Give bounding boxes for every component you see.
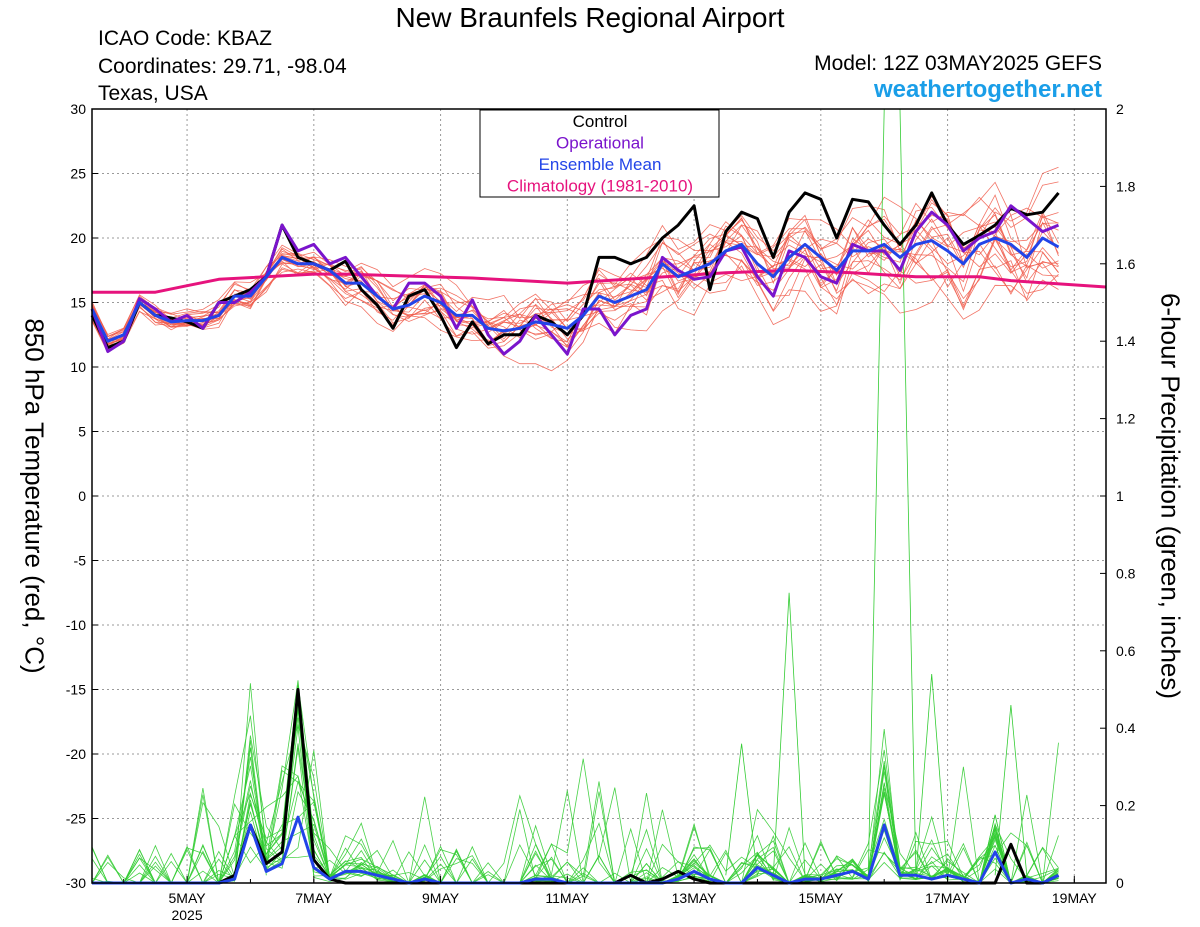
member-precipitation-spike [867,108,917,876]
y-tick-label-right: 0.4 [1116,720,1136,736]
y-tick-label-right: 0 [1116,875,1124,891]
member-precipitation-spike [772,592,806,876]
y-tick-label-left: -5 [74,553,87,569]
y-tick-label-left: -10 [66,617,86,633]
x-tick-label: 19MAY [1052,890,1098,906]
member-temperature-line [91,181,1059,352]
y-tick-label-left: 0 [78,488,86,504]
y-tick-label-right: 1.2 [1116,411,1136,427]
control-temperature-line [90,191,1060,350]
y-tick-label-left: -15 [66,682,86,698]
member-precipitation-spike [915,673,948,876]
climatology-1981-2010-temperature-line [92,268,1107,294]
y-tick-label-left: 30 [70,101,86,117]
site-name: weathertogether.net [873,76,1102,103]
grid-lines [92,109,1106,883]
x-tick-label: 15MAY [798,890,844,906]
y-tick-label-right: 0.2 [1116,798,1136,814]
y-tick-label-left: -30 [66,875,86,891]
member-precipitation-spike [994,704,1028,876]
member-precipitation-line [92,715,1059,885]
y-tick-label-left: 15 [70,295,86,311]
x-tick-label: 9MAY [422,890,460,906]
y-tick-label-right: 1.4 [1116,333,1136,349]
x-tick-label: 17MAY [925,890,971,906]
operational-temperature-line [90,204,1060,356]
region: Texas, USA [98,82,208,105]
legend-entry: Control [573,112,628,131]
ensemble-mean-temperature-line [90,236,1060,343]
y-axis-label-left: 850 hPa Temperature (red, °C) [19,318,50,674]
member-precipitation-spike [725,743,758,876]
x-tick-label: 11MAY [545,890,589,906]
ensemble-members-temperature [91,166,1059,372]
y-tick-label-right: 2 [1116,101,1124,117]
icao-code: ICAO Code: KBAZ [98,27,272,50]
x-tick-label: 7MAY [295,890,333,906]
legend-entry: Operational [556,134,644,153]
member-precipitation-spike [234,747,267,876]
y-tick-label-right: 1.6 [1116,256,1136,272]
y-tick-label-left: 5 [78,424,86,440]
legend-entry: Climatology (1981-2010) [507,177,693,196]
coordinates: Coordinates: 29.71, -98.04 [98,55,347,78]
main-series [90,191,1107,885]
y-tick-label-left: 25 [70,166,86,182]
model-run: Model: 12Z 03MAY2025 GEFS [814,52,1102,75]
member-precipitation-line [91,710,1059,885]
legend-entry: Ensemble Mean [539,155,662,174]
chart-title: New Braunfels Regional Airport [395,2,785,33]
y-tick-label-right: 1 [1116,488,1124,504]
x-tick-label: 13MAY [672,890,718,906]
legend: Control Operational Ensemble Mean Climatolo… [479,109,720,198]
y-tick-label-left: 20 [70,230,86,246]
member-precipitation-line [92,684,1059,884]
x-tick-sublabel: 2025 [171,907,202,923]
y-axis-label-right: 6-hour Precipitation (green, inches) [1155,292,1186,700]
member-temperature-line [91,230,1059,348]
legend-box [479,109,720,198]
y-tick-label-right: 1.8 [1116,178,1136,194]
y-tick-label-left: 10 [70,359,86,375]
x-tick-label: 5MAY [169,890,207,906]
y-tick-label-left: -25 [66,811,86,827]
y-tick-label-right: 0.6 [1116,643,1136,659]
y-tick-label-left: -20 [66,746,86,762]
axes: 302520151050-5-10-15-20-25-3021.81.61.41… [66,101,1136,923]
y-tick-label-right: 0.8 [1116,565,1136,581]
